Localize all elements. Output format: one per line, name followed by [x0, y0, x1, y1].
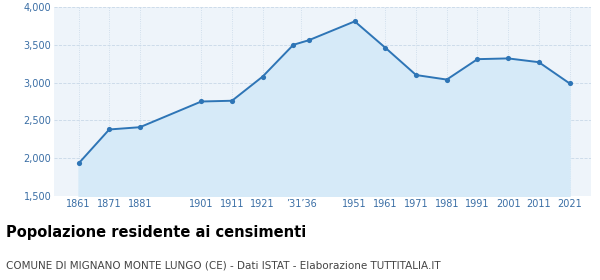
Point [104, 127, 114, 132]
Point [227, 99, 237, 103]
Point [534, 60, 544, 64]
Point [380, 46, 390, 50]
Text: Popolazione residente ai censimenti: Popolazione residente ai censimenti [6, 225, 306, 241]
Point [304, 38, 313, 43]
Point [350, 19, 359, 24]
Point [258, 74, 268, 79]
Point [135, 125, 145, 129]
Point [565, 81, 574, 86]
Point [473, 57, 482, 61]
Text: COMUNE DI MIGNANO MONTE LUNGO (CE) - Dati ISTAT - Elaborazione TUTTITALIA.IT: COMUNE DI MIGNANO MONTE LUNGO (CE) - Dat… [6, 260, 440, 270]
Point [289, 43, 298, 47]
Point [74, 161, 83, 166]
Point [442, 77, 452, 82]
Point [503, 56, 513, 61]
Point [196, 99, 206, 104]
Point [411, 73, 421, 77]
